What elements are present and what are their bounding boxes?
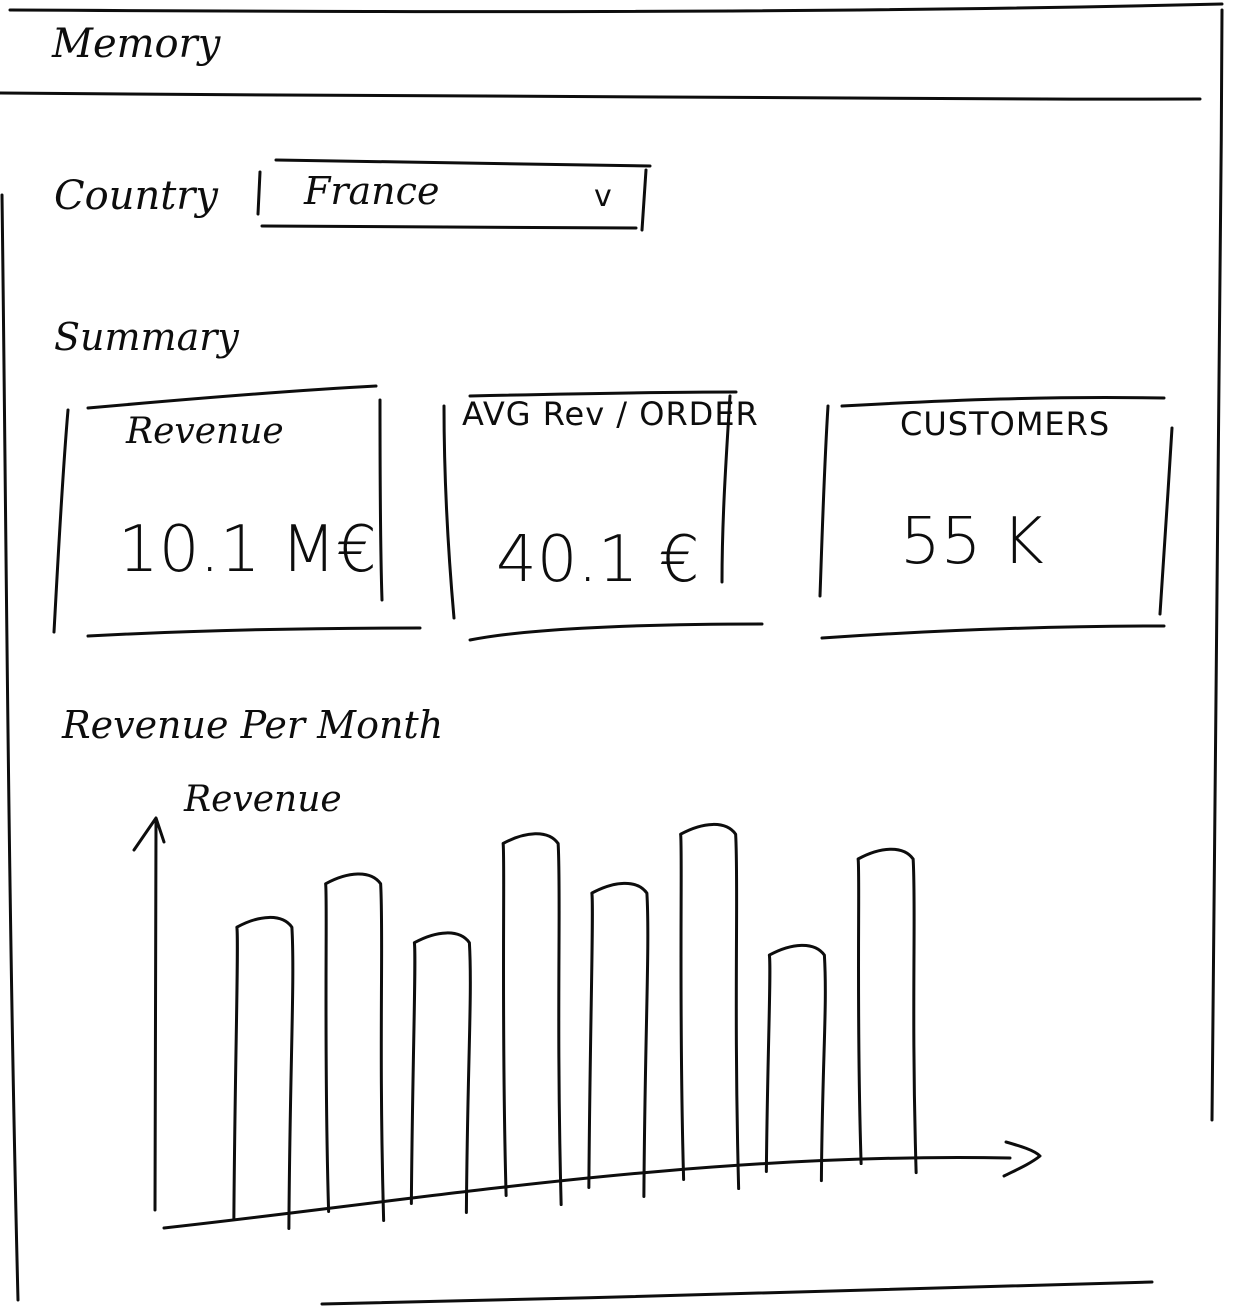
chart-bars xyxy=(232,822,918,1230)
kpi-card-customers: CUSTOMERS 55 K xyxy=(818,394,1174,644)
chart-bar xyxy=(587,881,650,1199)
country-select-outline xyxy=(256,158,652,232)
chart-bar xyxy=(764,943,827,1183)
app-title: Memory xyxy=(52,21,221,67)
kpi-card-value: 10.1 M€ xyxy=(118,513,377,587)
chart-bar xyxy=(232,915,295,1230)
country-filter-label: Country xyxy=(54,173,219,219)
kpi-card-value: 40.1 € xyxy=(496,523,700,597)
summary-heading: Summary xyxy=(54,315,239,359)
chart-bar xyxy=(324,872,386,1222)
frame-left-line xyxy=(0,193,20,1302)
country-selected-value: France xyxy=(304,169,440,213)
frame-top-line xyxy=(8,2,1224,14)
x-axis-line xyxy=(162,1155,1012,1230)
chart-bar xyxy=(856,847,918,1175)
chart-bar xyxy=(679,822,741,1191)
chart-y-axis-label: Revenue xyxy=(184,779,342,820)
kpi-card-avg-rev-per-order: AVG Rev / ORDER 40.1 € xyxy=(440,390,770,640)
y-axis-line xyxy=(153,820,158,1212)
y-axis-arrow-icon xyxy=(132,816,166,852)
kpi-card-label: CUSTOMERS xyxy=(900,405,1111,443)
card-avg-outline xyxy=(442,390,764,642)
frame-right-line xyxy=(1210,8,1224,1122)
card-revenue-outline xyxy=(52,384,422,638)
chart-axes xyxy=(132,816,1042,1230)
kpi-card-revenue: Revenue 10.1 M€ xyxy=(54,388,424,638)
kpi-card-value: 55 K xyxy=(900,505,1044,579)
country-dropdown[interactable]: France v xyxy=(258,160,648,230)
kpi-card-label: AVG Rev / ORDER xyxy=(462,395,759,433)
chart-bar xyxy=(501,832,563,1207)
kpi-card-label: Revenue xyxy=(126,411,284,452)
header-divider xyxy=(0,91,1202,101)
chevron-down-icon: v xyxy=(594,179,612,214)
frame-bottom-line xyxy=(320,1280,1154,1306)
chart-title: Revenue Per Month xyxy=(62,703,444,747)
card-customers-outline xyxy=(818,395,1174,640)
x-axis-arrow-icon xyxy=(1002,1140,1042,1178)
chart-bar xyxy=(409,931,472,1215)
